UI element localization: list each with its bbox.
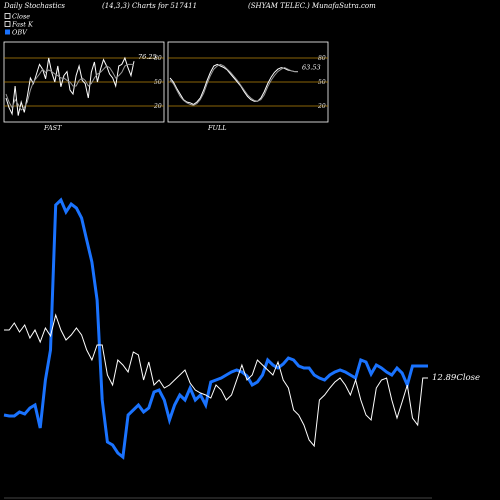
legend-label-fast-k: Fast K — [11, 21, 34, 29]
full-panel-title: FULL — [207, 124, 227, 132]
fast-last-value: 76.25 — [138, 53, 157, 61]
full-stochastic-panel: 20 50 80 63.53 FULL — [167, 41, 329, 132]
fast-ytick-80: 80 — [154, 55, 162, 62]
close-price-label: 12.89Close — [432, 373, 480, 383]
full-series-line-a — [169, 63, 298, 105]
full-series-line-b — [169, 63, 298, 106]
fast-series-fast-k — [5, 56, 135, 116]
full-ytick-20: 20 — [317, 103, 326, 110]
close-price-line — [4, 313, 428, 448]
full-ytick-80: 80 — [318, 55, 326, 62]
fast-ytick-50: 50 — [154, 79, 162, 86]
header-right: (SHYAM TELEC.) MunafaSutra.com — [248, 2, 376, 10]
legend-label-obv: OBV — [12, 29, 28, 37]
fast-ytick-20: 20 — [153, 103, 162, 110]
legend-label-slow-d: Close — [12, 13, 30, 21]
fast-stochastic-panel: 20 50 80 76.25 FAST — [3, 41, 165, 132]
obv-line — [3, 197, 428, 460]
legend-swatch-slow-d — [4, 13, 11, 19]
fast-series-slow-d — [5, 63, 134, 111]
full-ytick-50: 50 — [318, 79, 326, 86]
legend: Close Fast K OBV — [4, 13, 34, 37]
legend-swatch-obv — [5, 29, 10, 35]
legend-swatch-fast-k — [4, 21, 11, 27]
fast-panel-title: FAST — [43, 124, 62, 132]
obv-price-panel: 12.89Close — [3, 197, 480, 499]
header-left: Daily Stochastics — [3, 2, 65, 10]
header-mid: (14,3,3) Charts for 517411 — [102, 2, 197, 10]
full-last-value: 63.53 — [302, 64, 321, 72]
